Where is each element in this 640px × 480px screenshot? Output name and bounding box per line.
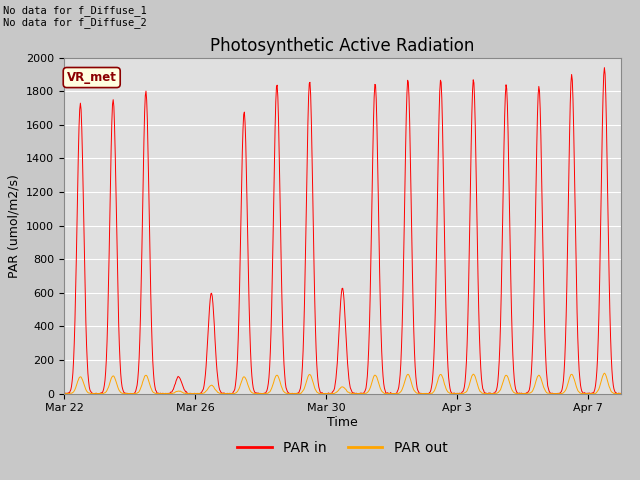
PAR out <box>60 391 68 396</box>
PAR in <box>173 375 181 381</box>
PAR out <box>136 387 143 393</box>
Line: PAR in: PAR in <box>64 68 621 394</box>
PAR in <box>486 390 494 396</box>
Text: VR_met: VR_met <box>67 71 116 84</box>
PAR in <box>617 391 625 396</box>
PAR in <box>349 390 357 396</box>
PAR in <box>136 336 143 342</box>
X-axis label: Time: Time <box>327 416 358 429</box>
Line: PAR out: PAR out <box>64 373 621 394</box>
PAR in <box>61 391 68 396</box>
PAR out <box>173 388 181 394</box>
PAR out <box>396 389 404 395</box>
PAR out <box>124 391 132 396</box>
PAR out <box>600 370 608 376</box>
Legend: PAR in, PAR out: PAR in, PAR out <box>232 435 453 461</box>
PAR in <box>124 391 132 396</box>
PAR out <box>349 390 357 396</box>
Y-axis label: PAR (umol/m2/s): PAR (umol/m2/s) <box>8 174 20 277</box>
PAR out <box>486 391 494 396</box>
PAR out <box>63 391 70 396</box>
Title: Photosynthetic Active Radiation: Photosynthetic Active Radiation <box>210 36 475 55</box>
Text: No data for f_Diffuse_1
No data for f_Diffuse_2: No data for f_Diffuse_1 No data for f_Di… <box>3 5 147 28</box>
PAR out <box>617 391 625 396</box>
PAR in <box>396 372 404 378</box>
PAR in <box>60 391 68 396</box>
PAR in <box>600 65 608 71</box>
